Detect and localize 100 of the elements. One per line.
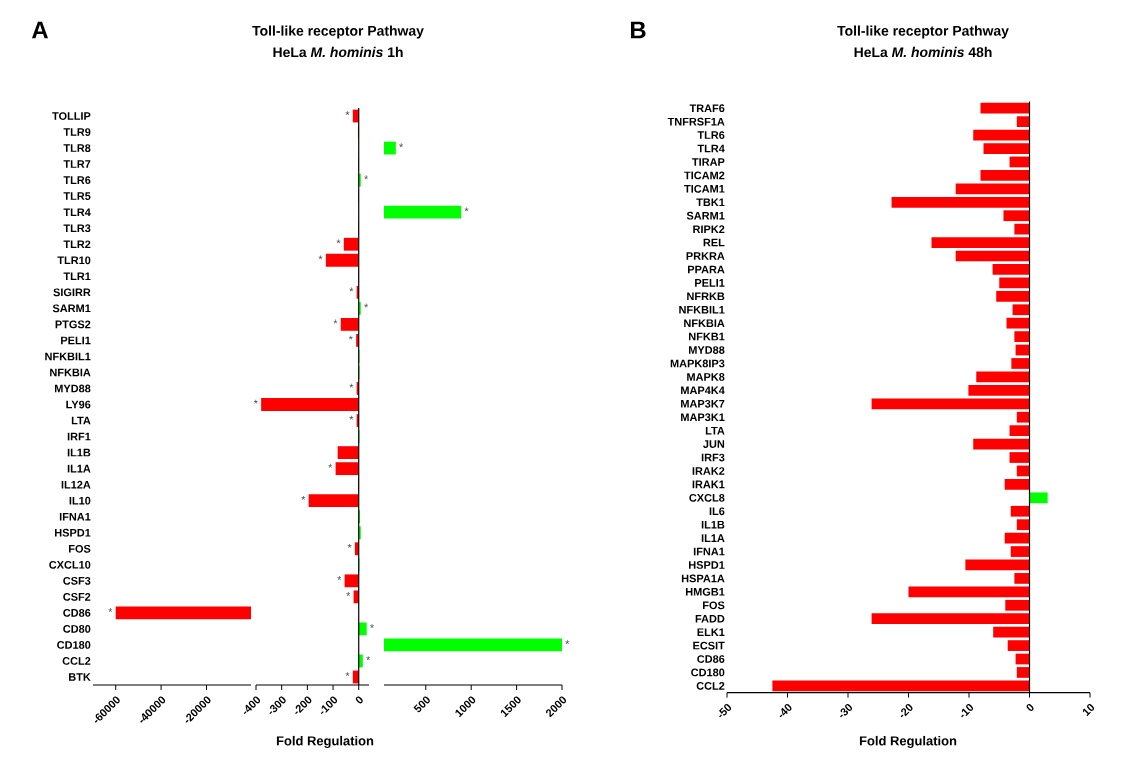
y-tick-label: MAP4K4 <box>681 386 725 395</box>
annotation: * <box>346 592 351 596</box>
text: A <box>31 21 49 39</box>
x-tick-label: 0 <box>1026 703 1034 711</box>
y-tick-label: IL12A <box>61 480 91 489</box>
y-tick-label: HSPD1 <box>689 561 725 569</box>
y-tick-label: NFKBIL1 <box>679 305 725 314</box>
y-tick-label: TLR3 <box>63 224 91 233</box>
y-tick-label: NFKBIA <box>684 319 725 327</box>
y-tick-label: MYD88 <box>689 346 725 354</box>
chart-title: Toll-like receptor Pathway <box>252 25 424 39</box>
y-tick-label: CD180 <box>691 668 725 677</box>
y-tick-label: PELI1 <box>695 279 725 287</box>
y-tick-label: CD80 <box>63 625 91 633</box>
annotation: * <box>337 576 342 580</box>
y-tick-label: CSF3 <box>63 576 91 585</box>
y-tick-label: CCL2 <box>696 682 725 690</box>
y-tick-label: TLR10 <box>57 256 91 265</box>
y-tick-label: HMGB1 <box>685 587 725 596</box>
y-tick-label: TLR4 <box>63 208 91 216</box>
y-tick-label: BTK <box>69 673 91 681</box>
y-tick-label: TLR6 <box>697 131 725 139</box>
y-tick-label: SIGIRR <box>53 288 91 297</box>
annotation: * <box>328 463 333 468</box>
y-tick-label: SARM1 <box>686 211 725 220</box>
y-tick-label: SARM1 <box>52 304 91 313</box>
y-tick-label: NFKBIA <box>50 368 91 377</box>
y-tick-label: PELI1 <box>61 336 91 345</box>
y-tick-label: TIRAP <box>692 158 725 166</box>
annotation: * <box>366 656 371 661</box>
annotation: * <box>253 399 258 404</box>
x-tick-label: -400 <box>243 696 261 715</box>
y-tick-label: TRAF6 <box>689 104 725 113</box>
x-tick-label: -300 <box>269 696 286 715</box>
y-tick-label: IRF1 <box>67 432 91 441</box>
y-tick-label: TLR9 <box>63 128 91 136</box>
y-tick-label: TLR7 <box>63 160 91 168</box>
annotation: * <box>364 303 369 308</box>
annotation: * <box>364 175 369 180</box>
y-tick-label: PTGS2 <box>55 320 91 329</box>
annotation: * <box>349 415 354 420</box>
annotation: * <box>347 544 352 548</box>
y-tick-label: MYD88 <box>55 384 91 393</box>
y-tick-label: NFKB1 <box>689 332 725 341</box>
y-tick-label: FADD <box>695 614 725 623</box>
y-tick-label: IL1B <box>67 448 91 457</box>
y-tick-label: HSPA1A <box>681 574 725 583</box>
x-tick-label: -20 <box>900 703 913 718</box>
x-tick-label: -100 <box>320 696 338 715</box>
text: B <box>630 21 646 39</box>
annotation: * <box>301 495 306 500</box>
annotation: * <box>345 672 350 677</box>
annotation: * <box>345 111 350 116</box>
y-tick-label: TICAM1 <box>684 184 725 193</box>
x-axis-title: Fold Regulation <box>859 735 957 749</box>
y-tick-label: CD86 <box>697 655 725 663</box>
x-tick-label: 500 <box>413 696 430 713</box>
y-tick-label: TLR6 <box>63 176 91 185</box>
y-tick-label: IL10 <box>69 496 91 505</box>
annotation: * <box>565 640 570 645</box>
annotation: * <box>349 383 354 388</box>
annotation: * <box>399 143 404 148</box>
y-tick-label: CD180 <box>57 641 91 649</box>
y-tick-label: CD86 <box>63 609 91 617</box>
y-tick-label: LY96 <box>66 400 91 409</box>
y-tick-label: IL1B <box>701 520 725 529</box>
annotation: * <box>333 319 338 324</box>
annotation: * <box>318 255 323 260</box>
y-tick-label: LTA <box>705 426 725 435</box>
annotation: * <box>464 207 469 212</box>
y-tick-label: FOS <box>703 601 725 610</box>
y-tick-label: IFNA1 <box>693 547 725 556</box>
y-tick-label: TLR2 <box>63 240 91 249</box>
y-tick-label: HSPD1 <box>55 528 91 537</box>
x-axis-title: Fold Regulation <box>276 735 374 749</box>
y-tick-label: MAP3K1 <box>681 413 725 422</box>
y-tick-label: CXCL8 <box>689 493 725 502</box>
y-tick-label: RIPK2 <box>693 225 725 233</box>
y-tick-label: REL <box>703 238 725 247</box>
y-tick-label: FOS <box>69 544 91 553</box>
annotation: * <box>349 287 354 292</box>
y-tick-label: CXCL10 <box>49 560 91 569</box>
x-tick-label: -200 <box>295 696 312 715</box>
y-tick-label: PPARA <box>688 265 725 274</box>
y-tick-label: ECSIT <box>693 641 725 650</box>
annotation: * <box>370 624 374 628</box>
x-tick-label: 0 <box>355 696 363 704</box>
y-tick-label: TBK1 <box>696 198 725 207</box>
annotation: * <box>336 239 341 244</box>
y-tick-label: TLR5 <box>63 192 91 200</box>
annotation: * <box>348 335 353 340</box>
y-tick-label: NFKBIL1 <box>45 352 91 361</box>
y-tick-label: IRAK2 <box>692 467 725 475</box>
y-tick-label: IRAK1 <box>692 480 725 489</box>
chart-title: Toll-like receptor Pathway <box>837 25 1009 39</box>
chart-subtitle: HeLa M. hominis 48h <box>854 46 992 58</box>
y-tick-label: IL1A <box>67 464 91 473</box>
y-tick-label: JUN <box>703 440 725 448</box>
y-tick-label: IRF3 <box>701 453 725 462</box>
y-tick-label: TLR8 <box>63 144 91 152</box>
